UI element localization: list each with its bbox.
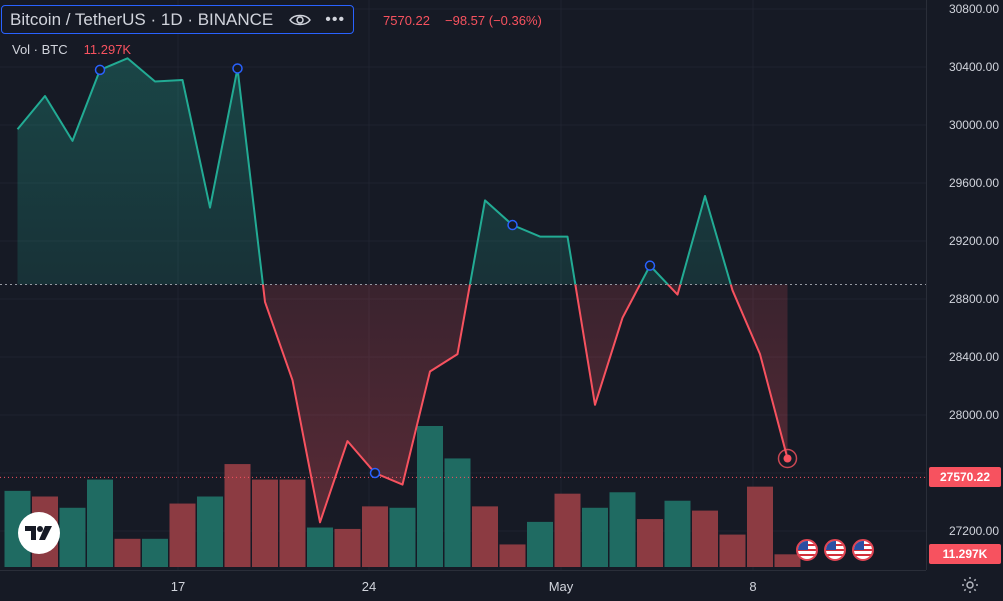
volume-bar [417, 426, 443, 567]
data-point-marker [507, 219, 518, 231]
volume-bar [279, 479, 306, 567]
change-value: −98.57 (−0.36%) [445, 13, 542, 28]
volume-bar [444, 458, 471, 567]
gear-icon[interactable] [961, 576, 979, 599]
data-point-marker [369, 467, 381, 479]
data-point-marker [94, 64, 106, 76]
volume-legend: Vol · BTC 11.297K [12, 42, 131, 57]
last-point-dot [783, 454, 792, 463]
line-markers [94, 63, 798, 479]
volume-bar [87, 479, 113, 567]
more-icon[interactable]: ••• [325, 10, 346, 28]
volume-bar [362, 506, 388, 567]
time-axis-label: 8 [749, 579, 757, 594]
data-point-marker [644, 260, 656, 271]
volume-bar [582, 507, 608, 567]
price-axis-label: 30000.00 [948, 118, 999, 132]
price-axis-label: 30400.00 [948, 60, 999, 74]
volume-bar [307, 527, 333, 567]
eye-icon[interactable] [289, 13, 312, 27]
price-axis-label: 28800.00 [948, 292, 999, 306]
price-axis-label: 28000.00 [948, 408, 999, 422]
volume-value: 11.297K [83, 42, 132, 57]
volume-bar [774, 554, 801, 567]
volume-bar [554, 493, 581, 567]
price-change-value: 7570.22 [383, 13, 430, 28]
us-flag-icon[interactable] [796, 539, 818, 561]
us-flag-icon[interactable] [852, 539, 874, 561]
volume-bar [59, 507, 86, 567]
volume-bar [142, 538, 168, 567]
price-chart[interactable] [0, 0, 926, 570]
volume-bar [197, 496, 223, 567]
volume-bar [527, 521, 553, 567]
price-axis-label: 29200.00 [948, 234, 999, 248]
volume-bar [472, 506, 498, 567]
time-axis-label: May [548, 579, 574, 594]
volume-bar [224, 464, 251, 567]
volume-bar [609, 492, 636, 567]
time-axis[interactable]: 17 24 May 8 [0, 570, 926, 601]
price-line-down [261, 284, 789, 524]
price-axis-label: 29600.00 [948, 176, 999, 190]
area-fill-up [17, 58, 788, 285]
current-volume-tag: 11.297K [929, 544, 1001, 564]
price-axis-label: 27200.00 [948, 524, 999, 538]
volume-bar [499, 544, 526, 567]
volume-bar [747, 486, 773, 567]
price-line-up [16, 57, 732, 285]
symbol-header[interactable]: Bitcoin / TetherUS · 1D · BINANCE ••• [1, 5, 355, 34]
volume-bar [252, 479, 278, 567]
us-flag-icon[interactable] [824, 539, 846, 561]
volume-bar [664, 500, 691, 567]
volume-bar [637, 519, 663, 567]
volume-bar [114, 538, 141, 567]
volume-bar [389, 507, 416, 567]
time-axis-label: 17 [170, 579, 186, 594]
area-fill-down [17, 284, 788, 523]
volume-bar [334, 528, 361, 567]
price-axis-label: 28400.00 [948, 350, 999, 364]
time-axis-label: 24 [361, 579, 377, 594]
price-axis-label: 30800.00 [948, 2, 999, 16]
tradingview-logo-icon[interactable] [18, 512, 60, 554]
area-fills [17, 58, 788, 523]
price-axis[interactable]: 30800.00 30400.00 30000.00 29600.00 2920… [926, 0, 1003, 570]
data-point-marker [232, 63, 243, 74]
volume-bars [4, 426, 801, 567]
volume-bar [719, 534, 746, 567]
price-line [16, 57, 789, 524]
volume-bar [692, 510, 718, 567]
volume-bar [169, 503, 196, 567]
symbol-title[interactable]: Bitcoin / TetherUS · 1D · BINANCE [10, 9, 274, 29]
last-point-ring [777, 448, 798, 469]
volume-label: Vol · BTC [12, 42, 68, 57]
current-price-tag: 27570.22 [929, 467, 1001, 487]
